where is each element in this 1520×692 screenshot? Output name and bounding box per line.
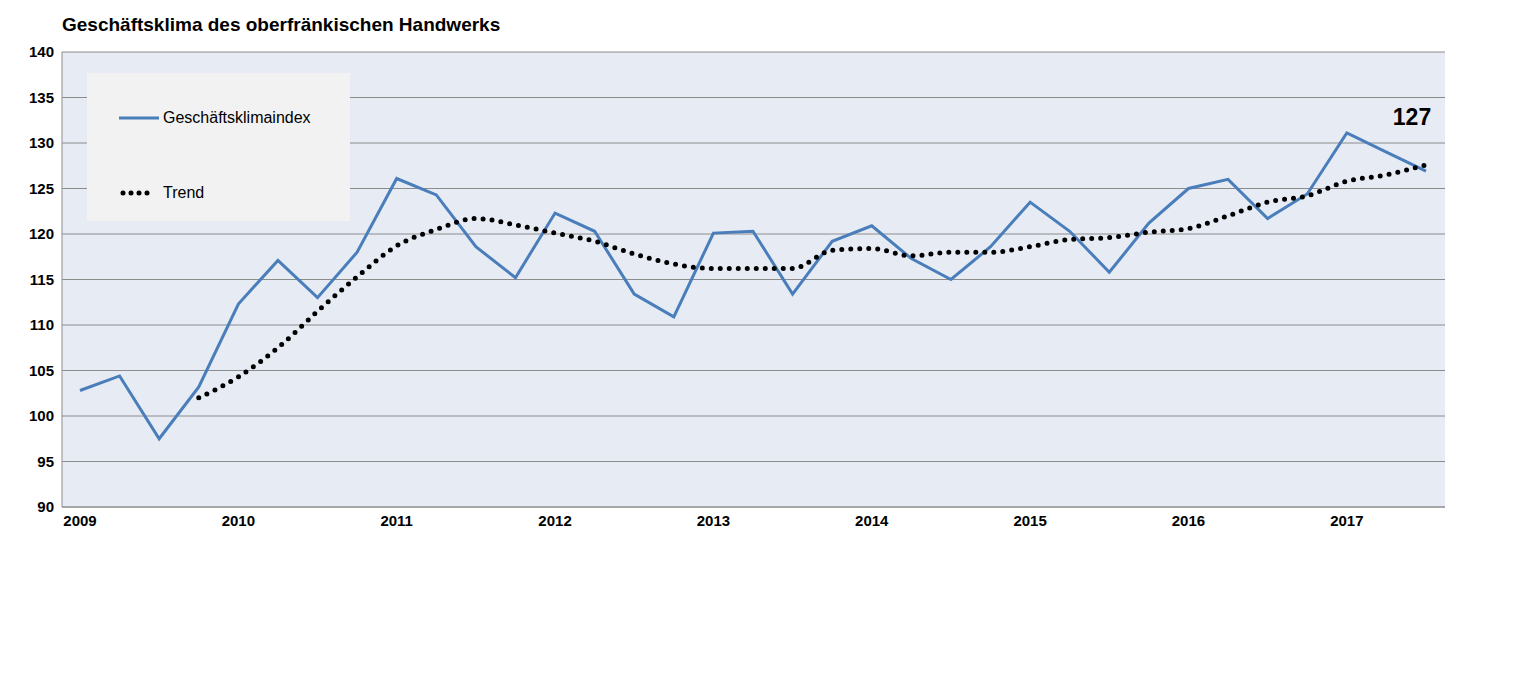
svg-text:135: 135 [29,89,54,106]
svg-text:100: 100 [29,407,54,424]
svg-text:2016: 2016 [1172,512,1205,529]
svg-text:140: 140 [29,43,54,60]
svg-text:2009: 2009 [63,512,96,529]
svg-text:115: 115 [30,271,54,288]
svg-text:125: 125 [29,180,54,197]
svg-text:130: 130 [29,134,54,151]
svg-text:90: 90 [37,498,54,515]
svg-text:2015: 2015 [1013,512,1046,529]
svg-text:127: 127 [1393,104,1431,130]
html-text:Geschäftsklimaindex: Geschäftsklimaindex [163,108,311,126]
svg-text:2011: 2011 [380,512,413,529]
svg-text:2017: 2017 [1330,512,1363,529]
svg-text:110: 110 [30,316,54,333]
svg-text:120: 120 [29,225,54,242]
html-text:Geschäftsklima des oberfränkis: Geschäftsklima des oberfränkischen Handw… [62,14,501,35]
svg-text:105: 105 [29,362,54,379]
svg-text:2012: 2012 [538,512,571,529]
html-text:Trend: Trend [163,183,205,201]
svg-text:2013: 2013 [697,512,730,529]
svg-text:2014: 2014 [855,512,889,529]
svg-text:95: 95 [37,453,54,470]
svg-text:2010: 2010 [222,512,255,529]
